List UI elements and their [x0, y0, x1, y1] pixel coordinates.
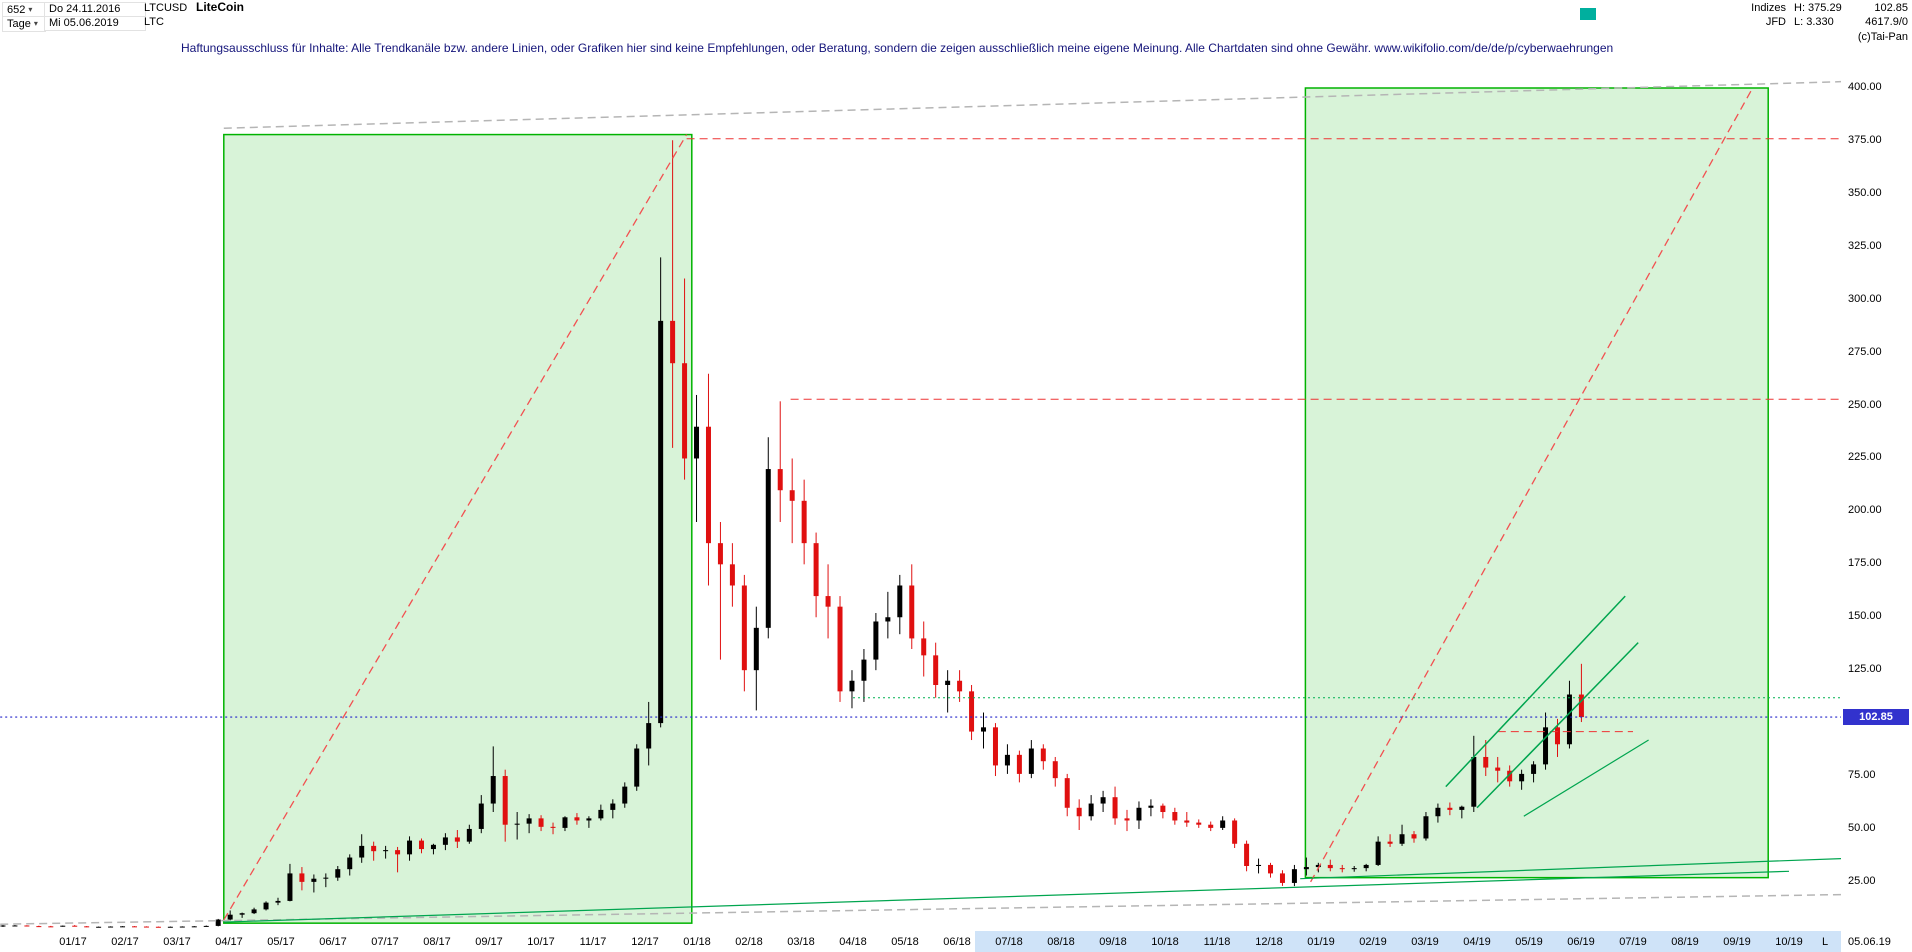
l-marker-label: L: [1822, 936, 1829, 948]
trend-box-2019[interactable]: [1304, 87, 1769, 879]
green-support-2019[interactable]: [1300, 857, 1842, 880]
time-tick-label: 08/19: [1671, 936, 1699, 948]
symbol-label: LTCUSD: [144, 2, 188, 14]
time-tick-label: 04/18: [839, 936, 867, 948]
time-tick-label: 05/18: [891, 936, 919, 948]
time-tick-label: 02/17: [111, 936, 139, 948]
time-tick-label: 05/17: [267, 936, 295, 948]
time-tick-label: 12/17: [631, 936, 659, 948]
volume-value: 4617.9/0: [1865, 16, 1908, 28]
last-date-label: 05.06.19: [1848, 936, 1891, 948]
copyright-label: (c)Tai-Pan: [1857, 31, 1908, 43]
timeframe-dropdown[interactable]: Tage ▾: [2, 16, 46, 32]
red-trend-diagonal-2019[interactable]: [1310, 87, 1754, 883]
instrument-name: LiteCoin: [196, 0, 244, 14]
time-tick-label: 09/18: [1099, 936, 1127, 948]
time-tick-label: 01/19: [1307, 936, 1335, 948]
time-axis: 01/17 02/17 03/17 04/17 05/17 06/17 07/17 08/17…: [0, 936, 1912, 952]
time-tick-label: 04/17: [215, 936, 243, 948]
time-tick-label: 03/19: [1411, 936, 1439, 948]
time-tick-label: 03/17: [163, 936, 191, 948]
ticker-label: LTC: [144, 16, 164, 28]
time-tick-label: 04/19: [1463, 936, 1491, 948]
red-trend-diagonal-2017[interactable]: [223, 134, 688, 921]
time-tick-label: 10/17: [527, 936, 555, 948]
time-tick-label: 12/18: [1255, 936, 1283, 948]
time-tick-label: 03/18: [787, 936, 815, 948]
timeframe-value: Tage: [7, 18, 31, 30]
chevron-down-icon: ▾: [33, 19, 38, 28]
disclaimer-text: Haftungsausschluss für Inhalte: Alle Tre…: [181, 41, 1614, 55]
time-tick-label: 09/17: [475, 936, 503, 948]
status-marker-icon[interactable]: [1580, 8, 1596, 20]
low-value: L: 3.330: [1794, 16, 1834, 28]
time-tick-label: 08/18: [1047, 936, 1075, 948]
time-tick-label: 06/19: [1567, 936, 1595, 948]
green-support-long[interactable]: [223, 870, 1790, 923]
price-tag: 102.85: [1843, 709, 1909, 726]
time-tick-label: 08/17: [423, 936, 451, 948]
bars-count-value: 652: [7, 4, 26, 16]
green-channel-2019-lower[interactable]: [1523, 739, 1649, 817]
chevron-down-icon: ▾: [28, 5, 33, 14]
time-tick-label: 02/18: [735, 936, 763, 948]
time-tick-label: 11/18: [1203, 936, 1231, 948]
time-tick-label: 07/18: [995, 936, 1023, 948]
time-tick-label: 02/19: [1359, 936, 1387, 948]
gray-channel-top[interactable]: [223, 80, 1842, 129]
time-tick-label: 07/19: [1619, 936, 1647, 948]
indizes-label: Indizes: [1751, 2, 1786, 14]
time-tick-label: 06/17: [319, 936, 347, 948]
time-tick-label: 07/17: [371, 936, 399, 948]
time-tick-label: 01/17: [59, 936, 87, 948]
candles: [0, 140, 1584, 928]
high-value: H: 375.29: [1794, 2, 1842, 14]
green-channel-2019-upper[interactable]: [1445, 595, 1626, 788]
feed-label: JFD: [1765, 16, 1786, 28]
time-tick-label: 11/17: [579, 936, 607, 948]
time-tick-label: 10/18: [1151, 936, 1179, 948]
start-date-field[interactable]: Do 24.11.2016: [44, 2, 146, 17]
time-tick-label: 10/19: [1775, 936, 1803, 948]
time-tick-label: 05/19: [1515, 936, 1543, 948]
last-price-value: 102.85: [1874, 2, 1908, 14]
time-tick-label: 09/19: [1723, 936, 1751, 948]
time-tick-label: 06/18: [943, 936, 971, 948]
trend-box-2017[interactable]: [223, 133, 693, 924]
end-date-field[interactable]: Mi 05.06.2019: [44, 16, 146, 31]
green-channel-2019-mid[interactable]: [1476, 642, 1639, 809]
axis-range-highlight: [975, 931, 1841, 952]
time-tick-label: 01/18: [683, 936, 711, 948]
